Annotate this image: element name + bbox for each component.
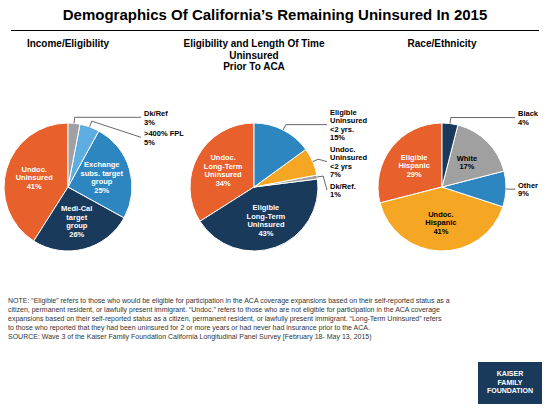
svg-text:Exchangesubs. targetgroup25%: Exchangesubs. targetgroup25% <box>81 160 124 195</box>
svg-text:White17%: White17% <box>457 153 477 171</box>
svg-text:Undoc.Uninsured<2 yrs7%: Undoc.Uninsured<2 yrs7% <box>330 144 368 179</box>
svg-text:Dk/Ref.1%: Dk/Ref.1% <box>330 181 356 199</box>
html-text:Eligibility and Length Of Time: Eligibility and Length Of Time Uninsured… <box>183 38 325 72</box>
html-text:Income/Eligibility: Income/Eligibility <box>26 38 110 49</box>
svg-text:Undoc.Long-TermUninsured34%: Undoc.Long-TermUninsured34% <box>204 153 243 188</box>
svg-text:Undoc.Hispanic41%: Undoc.Hispanic41% <box>425 209 456 235</box>
svg-text:EligibleHispanic29%: EligibleHispanic29% <box>399 152 430 178</box>
svg-text:Medi-Caltargetgroup26%: Medi-Caltargetgroup26% <box>61 204 92 239</box>
html-text:Demographics Of California’s R: Demographics Of California’s Remaining U… <box>62 6 488 23</box>
svg-text:Undoc.Uninsured41%: Undoc.Uninsured41% <box>16 164 54 190</box>
svg-text:Dk/Ref3%: Dk/Ref3% <box>144 109 168 127</box>
html-text:FAMILY: FAMILY <box>497 378 523 386</box>
html-text:KAISER: KAISER <box>496 369 524 377</box>
svg-text:EligibleLong-TermUninsured43%: EligibleLong-TermUninsured43% <box>247 203 286 238</box>
html-text:NOTE: “Eligible” refers to tho: NOTE: “Eligible” refers to those who wou… <box>8 297 450 341</box>
html-text:Race/Ethnicity: Race/Ethnicity <box>407 38 477 49</box>
html-text:FOUNDATION: FOUNDATION <box>486 387 534 395</box>
svg-text:EligibleUninsured<2 yrs.15%: EligibleUninsured<2 yrs.15% <box>330 107 368 142</box>
svg-text:>400% FPL5%: >400% FPL5% <box>144 129 184 147</box>
svg-text:Black4%: Black4% <box>518 109 539 127</box>
svg-text:Other9%: Other9% <box>518 180 538 198</box>
